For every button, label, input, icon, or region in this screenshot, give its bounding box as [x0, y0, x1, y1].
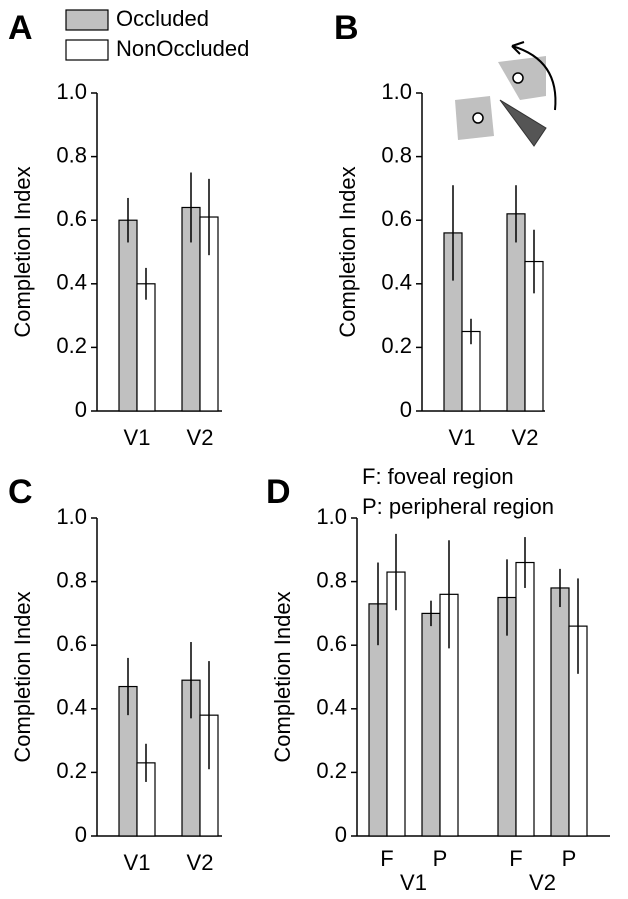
y-axis-label: Completion Index	[335, 166, 360, 337]
group-label: V2	[529, 870, 556, 895]
y-tick-label: 0	[400, 397, 412, 422]
x-tick-label: F	[380, 846, 393, 871]
y-tick-label: 0.6	[316, 631, 347, 656]
annotation: P: peripheral region	[362, 494, 554, 519]
y-tick-label: 0.8	[316, 567, 347, 592]
y-tick-label: 0.2	[381, 333, 412, 358]
y-tick-label: 1.0	[316, 504, 347, 529]
legend-label: NonOccluded	[116, 36, 249, 61]
x-tick-label: P	[433, 846, 448, 871]
bar	[515, 561, 535, 837]
y-tick-label: 0.2	[56, 758, 87, 783]
y-axis-label: Completion Index	[10, 591, 35, 762]
x-tick-label: V1	[124, 425, 151, 450]
y-tick-label: 0.6	[381, 206, 412, 231]
panel-label: D	[266, 473, 291, 511]
legend-swatch	[65, 39, 109, 61]
bar	[386, 571, 406, 837]
y-tick-label: 0.8	[56, 142, 87, 167]
annotation: F: foveal region	[362, 464, 514, 489]
panel-label: C	[8, 473, 33, 511]
y-tick-label: 0.4	[56, 695, 87, 720]
bar	[118, 219, 138, 412]
y-tick-label: 0	[75, 397, 87, 422]
group-label: V1	[400, 870, 427, 895]
panel-label: A	[8, 9, 33, 47]
x-tick-label: V2	[187, 425, 214, 450]
y-tick-label: 0.8	[381, 142, 412, 167]
legend-swatch	[65, 9, 109, 31]
bar	[506, 213, 526, 412]
x-tick-label: V2	[187, 850, 214, 875]
legend-label: Occluded	[116, 6, 209, 31]
x-tick-label: V1	[124, 850, 151, 875]
y-axis-label: Completion Index	[10, 166, 35, 337]
y-tick-label: 0.4	[56, 270, 87, 295]
bar	[550, 587, 570, 837]
y-tick-label: 0.2	[316, 758, 347, 783]
y-tick-label: 1.0	[56, 79, 87, 104]
bar	[136, 283, 156, 412]
y-tick-label: 0.4	[316, 695, 347, 720]
y-tick-label: 1.0	[56, 504, 87, 529]
y-tick-label: 0	[335, 822, 347, 847]
y-tick-label: 0.4	[381, 270, 412, 295]
panel-label: B	[334, 9, 359, 47]
x-tick-label: P	[562, 846, 577, 871]
y-tick-label: 1.0	[381, 79, 412, 104]
y-tick-label: 0.8	[56, 567, 87, 592]
y-tick-label: 0	[75, 822, 87, 847]
y-axis-label: Completion Index	[270, 591, 295, 762]
bar	[421, 612, 441, 837]
x-tick-label: V2	[512, 425, 539, 450]
x-tick-label: V1	[449, 425, 476, 450]
y-tick-label: 0.6	[56, 631, 87, 656]
y-tick-label: 0.2	[56, 333, 87, 358]
x-tick-label: F	[509, 846, 522, 871]
inset-diagram	[455, 41, 557, 147]
y-tick-label: 0.6	[56, 206, 87, 231]
